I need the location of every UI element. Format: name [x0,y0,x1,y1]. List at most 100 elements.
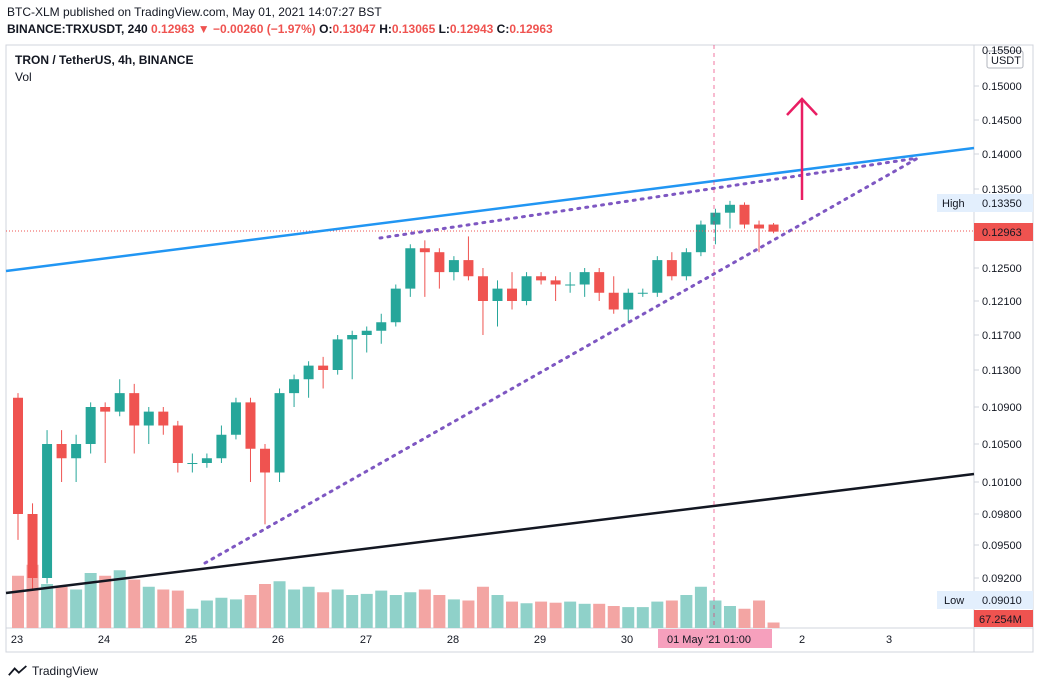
volume-bar [360,593,373,628]
volume-bar [244,595,257,628]
volume-legend: Vol [15,70,32,84]
candle-body [85,407,96,444]
candle-body [637,292,648,294]
volume-bar [636,607,649,628]
candle-body [754,224,765,229]
y-tick-label: 0.10500 [982,439,1022,451]
candle-body [187,463,198,464]
volume-bar [229,599,242,628]
wedge-lower-line [203,156,920,565]
volume-bar [767,622,780,628]
low-marker-value: 0.09010 [982,595,1022,607]
volume-bar [142,586,155,628]
volume-bar [157,589,170,628]
volume-bar [709,600,722,628]
symbol-label: BINANCE:TRXUSDT, 240 [7,22,148,36]
volume-bar [259,584,272,628]
open-value: 0.13047 [332,22,376,36]
candle-body [361,330,372,335]
volume-bar [346,595,359,628]
x-tick-label: 30 [621,634,633,646]
volume-bar [26,564,39,628]
volume-bar [665,600,678,628]
volume-bar [12,575,24,628]
volume-bar [418,589,431,628]
volume-bar [694,586,707,628]
volume-bar [404,592,417,628]
candle-body [477,276,488,301]
candle-body [536,276,547,281]
brand-name: TradingView [32,664,99,678]
candle-body [274,393,285,473]
currency-badge-text: USDT [991,55,1021,67]
candle-body [434,252,445,273]
candles [13,200,779,590]
x-tick-label: 23 [11,634,23,646]
ohlc-line: BINANCE:TRXUSDT, 240 0.12963 ▼ −0.00260 … [7,22,553,36]
candle-body [419,248,430,253]
candle-body [724,204,735,213]
y-tick-label: 0.10900 [982,402,1022,414]
candle-body [318,365,329,370]
candle-body [347,335,358,340]
volume-bar [738,608,751,628]
y-tick-label: 0.14000 [982,149,1022,161]
black-trendline [5,472,975,595]
low-marker-label: Low [944,595,964,607]
currency-badge: USDT [986,50,1024,69]
candle-body [172,425,183,463]
candle-body [56,444,67,459]
volume-bar [99,575,112,628]
volume-bar [288,589,301,628]
y-tick-label: 0.14500 [982,115,1022,127]
y-tick-label: 0.15000 [982,81,1022,93]
candle-body [129,393,140,426]
candle-body [608,292,619,310]
candle-body [652,260,663,293]
volume-bar [375,590,388,628]
crosshair-time-text: 01 May '21 01:00 [667,634,751,646]
last-price-tag: 0.12963 [974,223,1033,241]
publish-line: BTC-XLM published on TradingView.com, Ma… [7,5,382,19]
x-tick-label: 25 [185,634,197,646]
candle-body [710,212,721,225]
tradingview-logo-icon [8,665,27,676]
volume-bar [215,597,228,628]
x-tick-label: 27 [360,634,372,646]
low-value: 0.12943 [449,22,494,36]
high-label: H: [379,22,392,36]
high-marker: High 0.13350 [937,194,1033,212]
volume-bar [723,606,736,628]
candle-body [100,407,111,412]
volume-bar [506,601,519,628]
candle-body [230,402,241,435]
target-arrow-head [786,97,818,116]
y-tick-label: 0.09200 [982,573,1022,585]
last-price: 0.12963 [151,22,195,36]
volume-bar [680,595,693,628]
volume-bar [447,599,460,628]
candle-body [376,322,387,331]
volume-bar [171,590,184,628]
candle-body [289,379,300,394]
volume-bar [753,600,766,628]
volume-bar [273,581,286,628]
candle-body [27,514,38,578]
candle-body [158,411,169,426]
volume-bar [607,606,620,628]
candle-body [695,224,706,253]
volume-bar [55,586,68,628]
volume-bar [302,586,315,628]
x-tick-label: 26 [272,634,284,646]
tradingview-brand[interactable]: TradingView [8,664,98,678]
volume-bar [520,603,533,628]
candle-body [565,284,576,286]
candle-body [13,397,23,514]
candle-body [405,248,416,289]
volume-bars [12,564,780,628]
low-marker: Low 0.09010 [937,591,1033,609]
volume-bar [70,589,83,628]
candle-body [201,458,212,463]
crosshair-time-tag: 01 May '21 01:00 [658,629,772,648]
